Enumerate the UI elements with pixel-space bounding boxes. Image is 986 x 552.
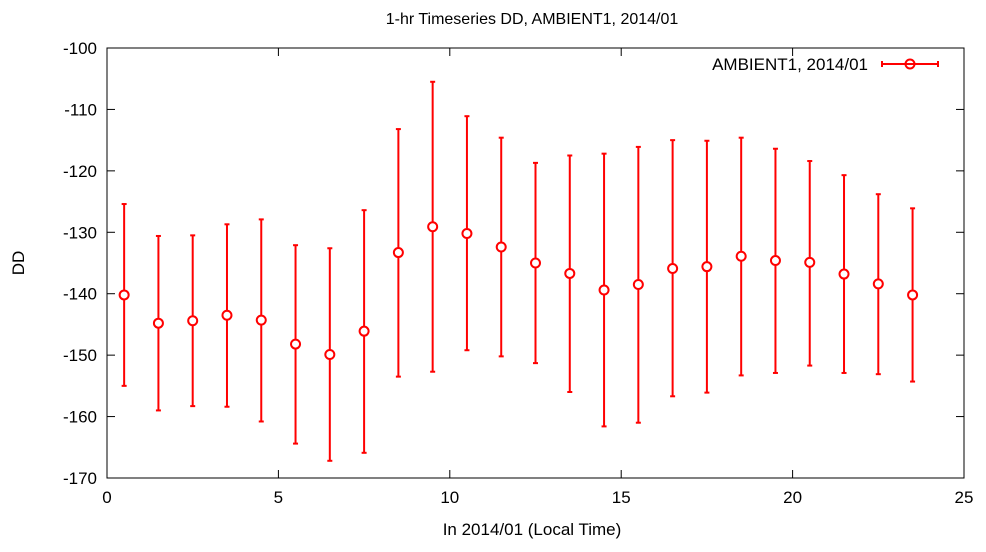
y-tick-label: -100 (63, 39, 97, 58)
data-point (221, 309, 233, 321)
data-point (324, 349, 336, 361)
y-axis: -170 -160 -150 -140 -130 -120 -110 -100 (63, 39, 964, 488)
data-point (427, 221, 439, 233)
y-tick-label: -160 (63, 408, 97, 427)
data-point (530, 257, 541, 269)
x-tick-label: 15 (612, 488, 631, 507)
data-point (564, 267, 576, 279)
data-point (667, 263, 679, 275)
y-tick-label: -140 (63, 285, 97, 304)
data-point (255, 314, 267, 326)
x-tick-label: 20 (783, 488, 802, 507)
data-point (358, 325, 370, 337)
data-point (632, 279, 644, 290)
x-tick-label: 5 (274, 488, 283, 507)
legend: AMBIENT1, 2014/01 (712, 55, 939, 74)
data-point (187, 315, 199, 327)
data-point (838, 268, 850, 280)
data-point (290, 338, 302, 350)
chart-title: 1-hr Timeseries DD, AMBIENT1, 2014/01 (386, 11, 679, 28)
series-ambient1 (118, 80, 919, 462)
y-tick-label: -130 (63, 223, 97, 242)
legend-label: AMBIENT1, 2014/01 (712, 55, 868, 74)
data-point (598, 284, 610, 296)
data-point (118, 289, 130, 301)
data-point (872, 278, 884, 290)
data-point (392, 247, 404, 259)
x-axis-label: In 2014/01 (Local Time) (443, 520, 622, 539)
y-axis-label: DD (9, 251, 28, 276)
legend-marker (904, 58, 916, 70)
data-point (701, 261, 713, 273)
data-point (804, 256, 816, 268)
x-tick-label: 0 (102, 488, 111, 507)
x-tick-label: 25 (955, 488, 974, 507)
data-point (735, 250, 747, 262)
y-tick-label: -110 (64, 100, 97, 119)
y-tick-label: -120 (63, 162, 97, 181)
y-tick-label: -150 (63, 346, 97, 365)
plot-frame (106, 47, 965, 479)
data-point (152, 317, 164, 329)
x-axis: 0 5 10 15 20 25 (102, 48, 973, 507)
data-point (495, 241, 507, 253)
y-tick-label: -170 (63, 469, 97, 488)
x-tick-label: 10 (440, 488, 459, 507)
data-point (461, 228, 473, 240)
data-point (907, 289, 919, 301)
data-point (769, 255, 781, 267)
